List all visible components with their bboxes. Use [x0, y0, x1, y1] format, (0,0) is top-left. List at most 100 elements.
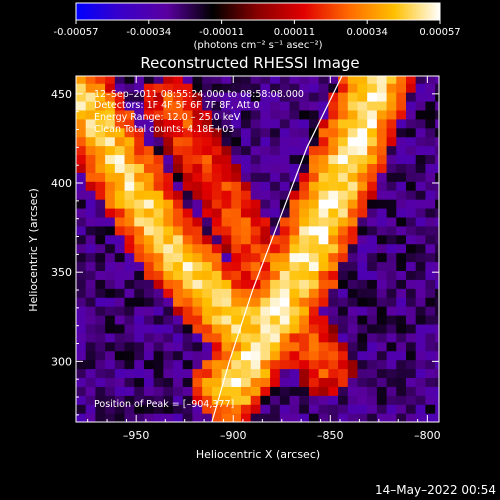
heatmap-cell — [173, 216, 184, 227]
heatmap-cell — [143, 306, 155, 316]
heatmap-cell — [357, 413, 368, 422]
heatmap-cell — [143, 216, 155, 227]
heatmap-cell — [241, 323, 252, 334]
heatmap-cell — [85, 404, 97, 414]
heatmap-cell — [328, 234, 339, 245]
heatmap-cell — [143, 395, 155, 405]
heatmap-cell — [173, 136, 184, 147]
heatmap-cell — [85, 154, 97, 164]
heatmap-cell — [182, 332, 194, 343]
heatmap-cell — [328, 92, 339, 102]
heatmap-cell — [241, 181, 252, 191]
heatmap-cell — [202, 109, 213, 120]
heatmap-cell — [192, 261, 203, 272]
heatmap-cell — [415, 270, 427, 280]
heatmap-cell — [250, 377, 262, 387]
heatmap-cell — [279, 243, 291, 254]
heatmap-cell — [357, 368, 368, 379]
heatmap-cell — [182, 413, 194, 422]
heatmap-cell — [347, 76, 359, 84]
heatmap-cell — [406, 190, 417, 200]
heatmap-cell — [396, 279, 407, 289]
heatmap-cell — [231, 252, 242, 263]
heatmap-cell — [241, 332, 252, 343]
heatmap-cell — [221, 386, 232, 396]
heatmap-cell — [182, 199, 194, 209]
heatmap-cell — [134, 314, 145, 325]
heatmap-cell — [299, 199, 310, 209]
annotation-block: 12–Sep–2011 08:55:24.000 to 08:58:08.000… — [94, 89, 304, 135]
heatmap-cell — [376, 377, 388, 387]
heatmap-cell — [396, 314, 407, 325]
heatmap-cell — [211, 190, 223, 200]
heatmap-cell — [270, 83, 281, 93]
heatmap-cell — [376, 323, 388, 334]
heatmap-cell — [406, 243, 417, 254]
heatmap-cell — [241, 404, 252, 414]
heatmap-cell — [95, 199, 106, 209]
heatmap-cell — [308, 76, 320, 84]
heatmap-cell — [182, 270, 194, 280]
heatmap-cell — [338, 395, 349, 405]
heatmap-cell — [328, 261, 339, 272]
heatmap-cell — [299, 368, 310, 379]
heatmap-cell — [270, 243, 281, 254]
heatmap-cell — [173, 127, 184, 138]
heatmap-cell — [279, 377, 291, 387]
heatmap-cell — [143, 190, 155, 200]
heatmap-cell — [308, 234, 320, 245]
heatmap-cell — [182, 252, 194, 263]
heatmap-cell — [270, 404, 281, 414]
heatmap-cell — [182, 359, 194, 370]
heatmap-cell — [338, 118, 349, 129]
heatmap-cell — [221, 306, 232, 316]
heatmap-cell — [396, 261, 407, 272]
heatmap-cell — [143, 270, 155, 280]
heatmap-cell — [289, 288, 300, 298]
heatmap-cell — [357, 270, 368, 280]
heatmap-cell — [386, 288, 397, 298]
heatmap-cell — [182, 145, 194, 156]
heatmap-cell — [396, 395, 407, 405]
heatmap-cell — [396, 359, 407, 370]
heatmap-cell — [386, 377, 397, 387]
heatmap-cell — [114, 181, 126, 191]
heatmap-cell — [143, 172, 155, 182]
heatmap-cell — [367, 190, 378, 200]
heatmap-cell — [211, 297, 223, 307]
heatmap-cell — [192, 252, 203, 263]
heatmap-cell — [289, 145, 300, 156]
heatmap-cell — [308, 314, 320, 325]
heatmap-cell — [105, 83, 116, 93]
heatmap-cell — [182, 341, 194, 352]
heatmap-cell — [134, 163, 145, 173]
heatmap-cell — [105, 216, 116, 227]
heatmap-cell — [435, 109, 439, 120]
heatmap-cell — [134, 154, 145, 164]
heatmap-cell — [143, 341, 155, 352]
heatmap-cell — [299, 145, 310, 156]
heatmap-cell — [347, 181, 359, 191]
heatmap-cell — [114, 350, 126, 361]
heatmap-cell — [328, 279, 339, 289]
heatmap-cell — [105, 243, 116, 254]
heatmap-cell — [279, 100, 291, 111]
heatmap-cell — [202, 225, 213, 236]
heatmap-cell — [367, 76, 378, 84]
heatmap-cell — [415, 261, 427, 272]
heatmap-cell — [338, 306, 349, 316]
heatmap-cell — [114, 306, 126, 316]
heatmap-cell — [202, 368, 213, 379]
heatmap-cell — [328, 136, 339, 147]
heatmap-cell — [182, 136, 194, 147]
heatmap-cell — [173, 109, 184, 120]
heatmap-cell — [425, 154, 436, 164]
heatmap-cell — [241, 261, 252, 272]
heatmap-cell — [396, 136, 407, 147]
heatmap-cell — [153, 199, 164, 209]
heatmap-cell — [289, 234, 300, 245]
heatmap-cell — [231, 127, 242, 138]
heatmap-cell — [231, 190, 242, 200]
heatmap-cell — [279, 306, 291, 316]
heatmap-cell — [134, 100, 145, 111]
